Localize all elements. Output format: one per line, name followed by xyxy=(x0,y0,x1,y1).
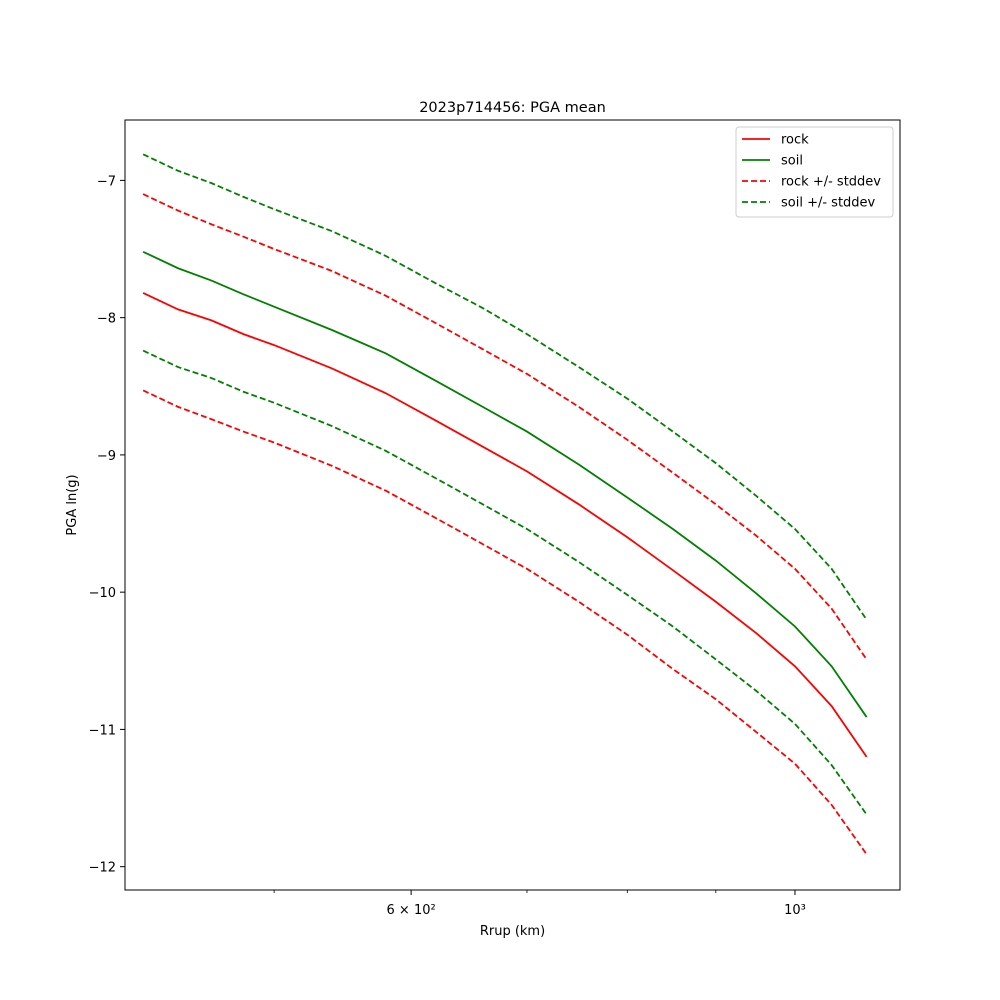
plot-frame xyxy=(124,119,901,891)
plot-lines xyxy=(142,153,868,855)
series-line-4 xyxy=(142,153,868,621)
legend: rock soil rock +/- stddev soil +/- stddev xyxy=(735,126,894,218)
x-tick-label-1: 10³ xyxy=(784,903,806,918)
legend-box xyxy=(735,126,894,218)
series-line-5 xyxy=(142,349,868,816)
chart-title: 2023p714456: PGA mean xyxy=(419,100,606,116)
y-tick-label-5: −12 xyxy=(89,861,116,876)
y-tick-label-0: −7 xyxy=(97,174,116,189)
legend-label-1: soil xyxy=(781,154,803,169)
x-tick-label-0: 6 × 10² xyxy=(387,903,436,918)
y-tick-label-2: −9 xyxy=(97,449,116,464)
legend-label-0: rock xyxy=(781,133,809,148)
y-axis: −7 −8 −9 −10 −11 −12 xyxy=(89,174,125,876)
y-tick-label-4: −11 xyxy=(89,723,116,738)
y-tick-label-3: −10 xyxy=(89,586,116,601)
y-tick-label-1: −8 xyxy=(97,312,116,327)
series-line-1 xyxy=(142,250,868,718)
x-axis: 6 × 10² 10³ xyxy=(273,890,806,918)
series-line-2 xyxy=(142,193,868,660)
legend-label-2: rock +/- stddev xyxy=(781,175,881,190)
legend-label-3: soil +/- stddev xyxy=(781,196,876,211)
series-line-3 xyxy=(142,389,868,855)
x-axis-label: Rrup (km) xyxy=(480,924,545,939)
series-line-0 xyxy=(142,292,868,758)
y-axis-label: PGA ln(g) xyxy=(65,474,80,535)
